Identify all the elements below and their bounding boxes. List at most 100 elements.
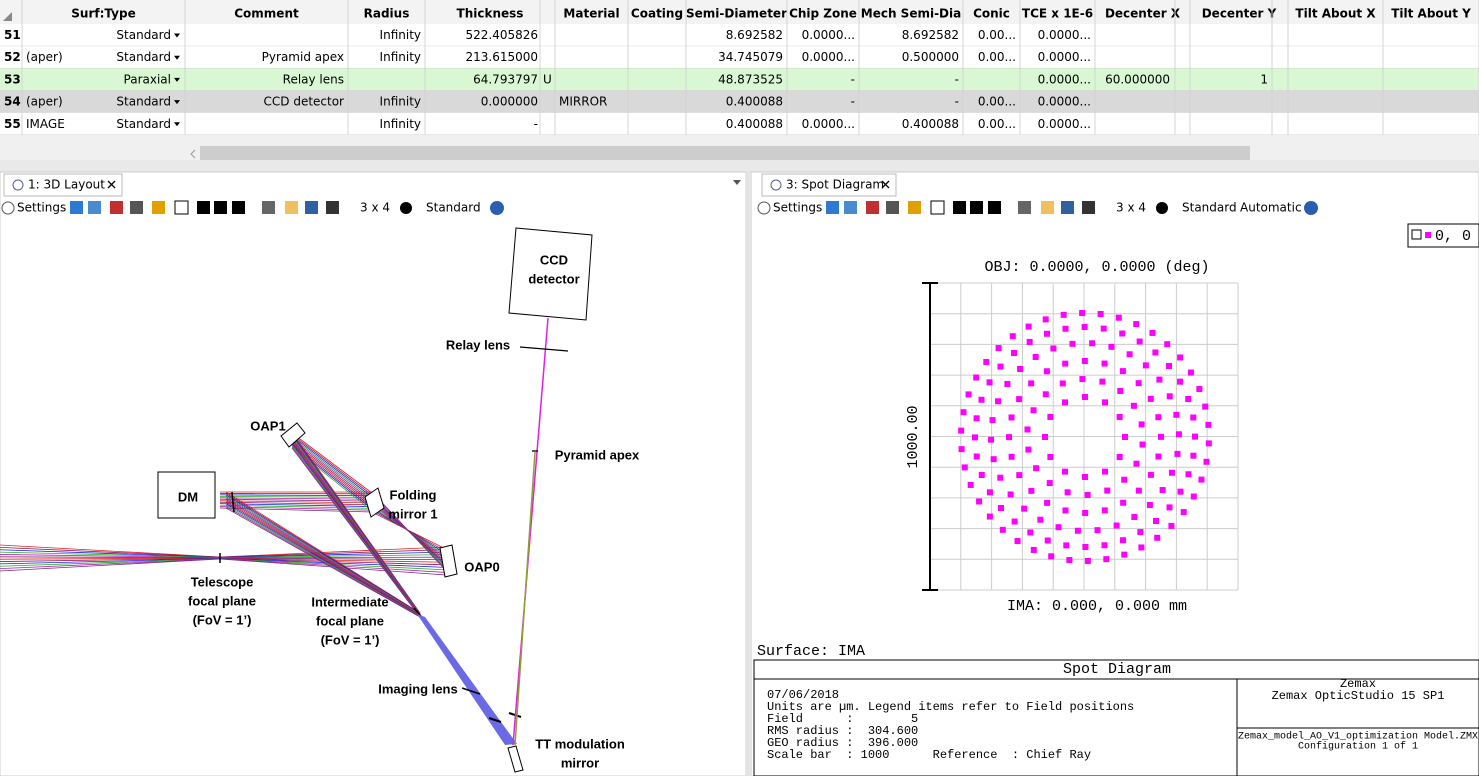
spot-point [997, 505, 1004, 512]
toolbar-button[interactable] [285, 201, 298, 214]
surface-type[interactable]: Paraxial [124, 72, 171, 86]
scrollbar-thumb[interactable] [200, 146, 1250, 160]
surface-type[interactable]: Standard [116, 117, 171, 131]
toolbar-button[interactable] [130, 201, 143, 214]
help-button[interactable] [1304, 201, 1318, 215]
diagram-label: mirror 1 [388, 506, 437, 521]
layout-dropdown[interactable]: 3 x 4 [360, 201, 390, 215]
toolbar-button[interactable] [1082, 201, 1095, 214]
spot-point [1196, 386, 1203, 393]
mode-dropdown[interactable]: Standard [1182, 201, 1237, 215]
toolbar-button[interactable] [908, 201, 921, 214]
toolbar-button[interactable] [866, 201, 879, 214]
surface-type[interactable]: Standard [116, 50, 171, 64]
spot-point [958, 446, 965, 453]
refresh-button[interactable] [1156, 202, 1168, 214]
toolbar-button[interactable] [197, 201, 210, 214]
spot-point [1149, 329, 1156, 336]
spot-point [1008, 414, 1015, 421]
settings-icon[interactable] [1, 201, 15, 215]
column-header: Radius [364, 7, 410, 21]
table-cell: - [851, 95, 855, 109]
imaging-lens [461, 687, 481, 695]
toolbar-button[interactable] [232, 201, 245, 214]
toolbar-button[interactable] [988, 201, 1001, 214]
table-cell: 1 [1260, 72, 1268, 86]
mode-dropdown[interactable]: Standard [426, 201, 481, 215]
toolbar-button[interactable] [1018, 201, 1031, 214]
toolbar-button[interactable] [110, 201, 123, 214]
toolbar-button[interactable] [1061, 201, 1074, 214]
ray [225, 507, 421, 618]
spot-point [1113, 522, 1120, 529]
surface-type[interactable]: Standard [116, 28, 171, 42]
tab-close[interactable] [107, 180, 116, 189]
footer-info: RMS radius : 304.600 [767, 724, 918, 738]
table-row[interactable] [0, 112, 1479, 135]
footer-config: Configuration 1 of 1 [1298, 741, 1418, 753]
toolbar-button[interactable] [70, 201, 83, 214]
diagram-label: Relay lens [446, 337, 510, 352]
tab-3d[interactable] [3, 173, 123, 197]
table-row[interactable] [0, 46, 1479, 69]
ray [225, 494, 421, 615]
settings-button[interactable]: Settings [17, 201, 66, 215]
surface-type[interactable]: Standard [116, 95, 171, 109]
legend-check [1411, 229, 1422, 240]
spot-point [1055, 524, 1062, 531]
ray [291, 432, 373, 494]
table-cell: Infinity [380, 28, 421, 42]
spot-point [990, 456, 997, 463]
toolbar-button[interactable] [262, 201, 275, 214]
toolbar-button[interactable] [1041, 201, 1054, 214]
spot-point [1082, 543, 1089, 550]
toolbar-button[interactable] [88, 201, 101, 214]
toolbar-button[interactable] [953, 201, 966, 214]
toolbar-button[interactable] [970, 201, 983, 214]
scroll-left[interactable] [190, 149, 196, 159]
toolbar-button[interactable] [930, 200, 945, 215]
table-row[interactable] [0, 24, 1479, 47]
table-row[interactable] [0, 90, 1479, 113]
diagram-label: TT modulation [535, 736, 625, 751]
toolbar-button[interactable] [305, 201, 318, 214]
spot-point [1146, 502, 1153, 509]
spot-point [1137, 529, 1144, 536]
spot-point [997, 474, 1004, 481]
spot-point [986, 379, 993, 386]
spot-point [1185, 471, 1192, 478]
layout-dropdown[interactable]: 3 x 4 [1116, 201, 1146, 215]
toolbar-button[interactable] [326, 201, 339, 214]
toolbar-button[interactable] [174, 200, 189, 215]
refresh-button[interactable] [400, 202, 412, 214]
toolbar-button[interactable] [886, 201, 899, 214]
spot-point [1037, 516, 1044, 523]
diagram-label: Telescope [191, 574, 254, 589]
tab-close[interactable] [881, 180, 890, 189]
ray [0, 557, 221, 560]
spot-point [1135, 380, 1142, 387]
help-button[interactable] [490, 201, 504, 215]
settings-icon[interactable] [757, 201, 771, 215]
table-cell: MIRROR [559, 95, 607, 109]
toolbar-button[interactable] [826, 201, 839, 214]
spot-point [1153, 518, 1160, 525]
spot-point [1166, 393, 1173, 400]
spot-point [1094, 527, 1101, 534]
table-cell: CCD detector [264, 95, 345, 109]
corner-icon [3, 12, 12, 21]
spot-point [1069, 340, 1076, 347]
tab-spot[interactable] [761, 173, 897, 197]
settings-button[interactable]: Settings [773, 201, 822, 215]
toolbar-button[interactable] [214, 201, 227, 214]
table-cell: - [851, 72, 855, 86]
table-cell: 48.873525 [718, 72, 783, 86]
table-row[interactable] [0, 68, 1479, 91]
ray [291, 435, 373, 498]
spot-point [1009, 333, 1016, 340]
toolbar-button[interactable] [152, 201, 165, 214]
scale-dropdown[interactable]: Automatic [1240, 201, 1302, 215]
column-header: Decenter X [1105, 7, 1181, 21]
toolbar-button[interactable] [844, 201, 857, 214]
